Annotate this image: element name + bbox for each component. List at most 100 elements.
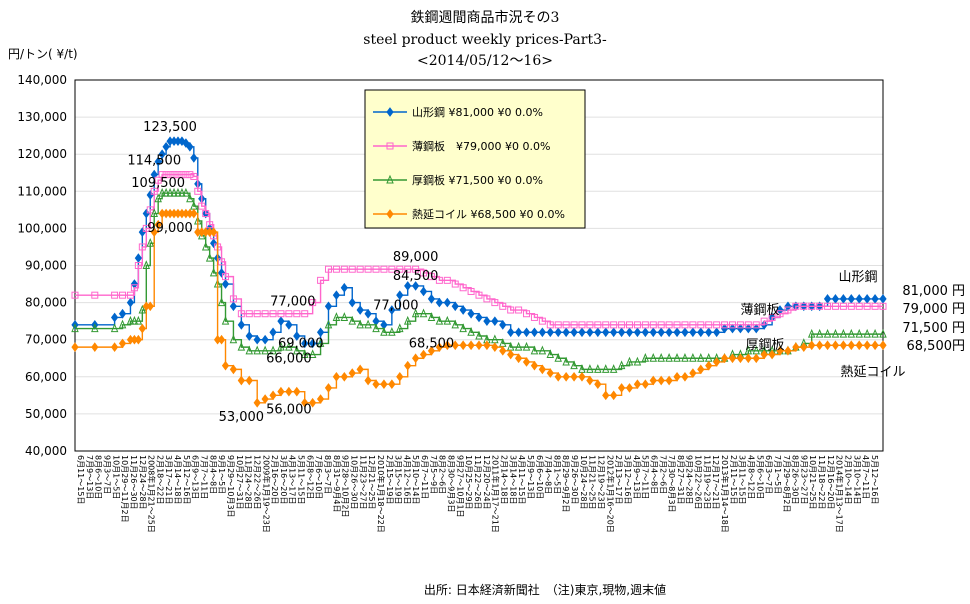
data-point xyxy=(162,141,170,152)
data-point xyxy=(855,340,863,351)
data-point xyxy=(562,371,570,382)
data-point xyxy=(776,345,784,356)
data-point xyxy=(150,169,158,180)
data-point xyxy=(71,342,79,352)
x-tick-label: 8月3～7日 xyxy=(323,455,332,494)
data-point xyxy=(617,360,626,370)
data-point xyxy=(459,305,467,315)
data-point xyxy=(217,268,226,278)
data-point xyxy=(411,308,420,318)
data-point xyxy=(91,342,99,352)
data-point xyxy=(134,253,142,263)
data-point xyxy=(340,265,348,273)
data-point xyxy=(523,310,531,318)
data-point xyxy=(388,327,396,336)
data-point xyxy=(657,375,665,386)
x-tick-label: 12月21～25日 xyxy=(367,455,376,510)
data-point xyxy=(71,291,79,299)
data-point xyxy=(736,321,744,329)
legend-entry: 山形鋼 ¥81,000 ¥0 0.0% xyxy=(373,105,543,119)
x-tick-label: 11月24～28日 xyxy=(244,455,253,510)
data-point xyxy=(443,297,451,308)
data-point xyxy=(483,295,491,303)
data-point xyxy=(229,334,238,344)
x-tick-label: 12月24～28日 xyxy=(138,455,147,510)
chart-title: 鉄鋼週間商品市況その3 xyxy=(411,9,560,26)
x-tick-label: 11月21～25日 xyxy=(588,455,597,510)
data-point xyxy=(879,340,887,351)
data-point xyxy=(705,327,713,338)
data-point xyxy=(823,328,832,338)
x-tick-label: 7月5～9日 xyxy=(429,455,438,494)
data-point xyxy=(451,301,459,312)
data-point xyxy=(142,224,150,232)
x-tick-label: 8月2～6日 xyxy=(438,455,447,494)
data-point xyxy=(491,342,499,352)
data-point xyxy=(689,368,697,378)
data-point xyxy=(317,276,325,284)
data-point xyxy=(245,375,253,386)
x-tick-label: 7月29～8月2日 xyxy=(782,455,791,512)
data-point xyxy=(308,349,317,359)
data-label: 84,500 xyxy=(393,269,439,284)
legend-label: 薄鋼板 ¥79,000 ¥0 0.0% xyxy=(412,139,550,153)
data-point xyxy=(649,375,657,386)
data-point xyxy=(665,375,673,386)
data-point xyxy=(863,340,871,351)
data-point xyxy=(277,341,285,351)
data-point xyxy=(269,390,277,401)
data-point xyxy=(459,284,467,292)
data-point xyxy=(610,390,618,401)
data-point xyxy=(570,321,578,329)
data-point xyxy=(277,386,285,397)
data-point xyxy=(170,171,178,179)
data-point xyxy=(625,327,634,338)
data-point xyxy=(507,349,515,360)
data-point xyxy=(800,302,808,310)
data-point xyxy=(594,379,602,390)
data-point xyxy=(340,312,349,321)
data-point xyxy=(831,340,840,351)
x-tick-label: 12月22～26日 xyxy=(252,455,261,510)
data-point xyxy=(507,306,515,314)
data-point xyxy=(154,219,162,230)
data-point xyxy=(404,281,412,291)
chart-subtitle: steel product weekly prices-Part3- xyxy=(363,32,607,48)
data-point xyxy=(229,301,238,312)
data-point xyxy=(594,327,602,338)
data-point xyxy=(253,310,261,318)
data-point xyxy=(522,327,531,338)
data-point xyxy=(403,315,412,325)
x-tick-label: 10月22～26日 xyxy=(694,455,703,510)
x-tick-label: 9月29～10月3日 xyxy=(226,455,235,518)
data-point xyxy=(364,319,372,329)
data-point xyxy=(210,227,218,237)
data-point xyxy=(713,327,721,338)
data-label: 69,000 xyxy=(278,336,324,351)
x-tick-label: 9月23～27日 xyxy=(799,455,808,504)
x-tick-label: 5月12～16日 xyxy=(182,455,191,504)
data-point xyxy=(316,394,325,404)
data-point xyxy=(681,321,689,329)
data-point xyxy=(178,187,186,197)
series-end-value: 71,500 円 xyxy=(902,321,965,336)
data-point xyxy=(166,171,174,179)
data-point xyxy=(602,321,610,329)
y-tick-label: 70,000 xyxy=(25,333,67,347)
data-point xyxy=(586,364,594,373)
data-point xyxy=(792,302,800,310)
x-tick-label: 8月31～9月4日 xyxy=(332,455,341,512)
data-point xyxy=(154,193,162,203)
data-point xyxy=(578,321,586,329)
data-point xyxy=(602,390,610,401)
data-point xyxy=(285,310,293,318)
data-point xyxy=(633,327,642,338)
y-axis-label: 円/トン( ¥/t) xyxy=(8,47,78,61)
data-point xyxy=(261,394,269,404)
data-point xyxy=(150,227,158,237)
data-point xyxy=(713,357,721,367)
legend-entry: 薄鋼板 ¥79,000 ¥0 0.0% xyxy=(373,139,550,153)
data-point xyxy=(209,267,218,277)
data-point xyxy=(562,356,570,366)
x-tick-label: 4月14～18日 xyxy=(173,455,182,504)
